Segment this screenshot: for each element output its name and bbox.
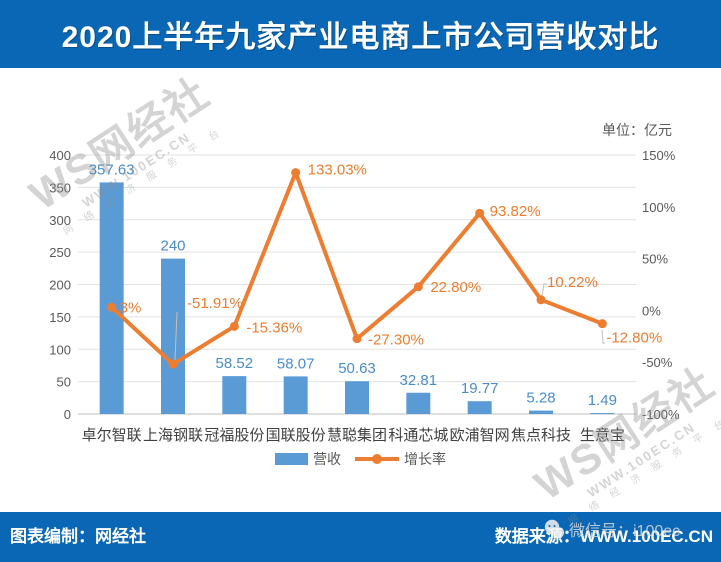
growth-point bbox=[413, 282, 423, 292]
left-axis-tick-label: 0 bbox=[64, 407, 71, 422]
x-axis-label: 上海钢联 bbox=[143, 427, 203, 444]
revenue-bar bbox=[283, 376, 308, 414]
right-axis-tick-label: 100% bbox=[642, 200, 676, 215]
revenue-bar bbox=[529, 410, 553, 414]
revenue-bar bbox=[467, 401, 492, 414]
bar-value-label: 240 bbox=[160, 238, 185, 255]
x-axis-label: 卓尔智联 bbox=[82, 426, 142, 444]
bar-value-label: 58.52 bbox=[216, 355, 254, 372]
footer-credit: 图表编制：网经社 bbox=[10, 527, 146, 546]
left-axis-tick-label: 50 bbox=[57, 375, 71, 390]
title-banner: 2020上半年九家产业电商上市公司营收对比 bbox=[0, 0, 721, 68]
growth-point bbox=[229, 321, 239, 331]
left-axis-tick-label: 100 bbox=[49, 342, 71, 357]
revenue-bar bbox=[590, 413, 615, 415]
growth-marker-icon bbox=[372, 454, 382, 464]
bar-value-label: 1.49 bbox=[588, 392, 617, 409]
bar-value-label: 357.63 bbox=[89, 161, 135, 178]
combo-chart: 0 50 100 150 200 250 300 350 400 150% 100% 50% 0% -50… bbox=[49, 148, 680, 444]
left-axis-tick-label: 350 bbox=[49, 180, 71, 195]
legend-item-growth: 增长率 bbox=[355, 449, 446, 469]
footer-banner: 图表编制：网经社 数据来源：WWW.100EC.CN bbox=[0, 512, 721, 562]
bar-value-label: 58.07 bbox=[277, 355, 315, 372]
revenue-bar bbox=[406, 392, 431, 414]
growth-point bbox=[352, 334, 362, 344]
growth-point bbox=[536, 295, 546, 305]
growth-point bbox=[597, 319, 607, 329]
x-axis-label: 国联股份 bbox=[266, 427, 326, 444]
left-axis-tick-label: 150 bbox=[49, 310, 71, 325]
page-title: 2020上半年九家产业电商上市公司营收对比 bbox=[61, 21, 660, 54]
right-axis-tick-label: -100% bbox=[642, 407, 680, 422]
unit-label: 单位：亿元 bbox=[602, 122, 672, 138]
x-axis-label: 欧浦智网 bbox=[450, 426, 510, 444]
left-axis-tick-label: 400 bbox=[49, 148, 71, 163]
x-axis-label: 生意宝 bbox=[580, 426, 625, 444]
left-axis-tick-label: 250 bbox=[49, 245, 71, 260]
growth-value-label: -12.80% bbox=[606, 330, 662, 347]
x-axis-label: 慧聪集团 bbox=[327, 427, 387, 444]
revenue-bar bbox=[161, 258, 185, 414]
revenue-bar bbox=[345, 381, 369, 414]
left-axis-tick-label: 300 bbox=[49, 213, 71, 228]
growth-value-label: 22.80% bbox=[430, 279, 481, 296]
growth-point bbox=[107, 302, 117, 312]
chart-legend: 营收 增长率 bbox=[0, 449, 721, 469]
revenue-swatch-icon bbox=[275, 453, 308, 465]
legend-label-revenue: 营收 bbox=[313, 451, 341, 467]
growth-value-label: 10.22% bbox=[547, 274, 598, 291]
growth-value-label: -27.30% bbox=[368, 332, 424, 349]
growth-value-label: 133.03% bbox=[308, 162, 367, 179]
bar-value-label: 50.63 bbox=[338, 360, 376, 377]
growth-value-label: 93.82% bbox=[490, 203, 541, 220]
x-axis-label: 冠福股份 bbox=[204, 427, 264, 444]
right-axis-tick-label: 50% bbox=[642, 252, 668, 267]
growth-value-label: 3% bbox=[120, 299, 142, 316]
growth-point bbox=[291, 168, 301, 178]
right-axis-tick-label: 150% bbox=[642, 148, 676, 163]
growth-point bbox=[168, 359, 178, 369]
footer-source: 数据来源：WWW.100EC.CN bbox=[494, 527, 713, 546]
growth-value-label: -51.91% bbox=[187, 295, 243, 312]
legend-item-revenue: 营收 bbox=[275, 449, 341, 469]
growth-value-label: -15.36% bbox=[246, 319, 302, 336]
label-leader-line bbox=[541, 283, 547, 297]
bar-value-label: 19.77 bbox=[461, 380, 499, 397]
revenue-bar bbox=[222, 376, 247, 414]
right-axis-tick-label: -50% bbox=[642, 355, 673, 370]
bar-value-label: 5.28 bbox=[526, 390, 555, 407]
right-axis-tick-label: 0% bbox=[642, 303, 661, 318]
x-axis-label: 焦点科技 bbox=[511, 427, 571, 444]
growth-line-icon bbox=[355, 454, 399, 464]
label-leader-line bbox=[601, 329, 605, 344]
bar-value-label: 32.81 bbox=[400, 372, 438, 389]
left-axis-tick-label: 200 bbox=[49, 278, 71, 293]
x-axis-label: 科通芯城 bbox=[388, 427, 448, 444]
label-leader-line bbox=[174, 311, 178, 361]
revenue-bar bbox=[99, 182, 124, 414]
legend-label-growth: 增长率 bbox=[404, 451, 446, 467]
growth-point bbox=[475, 208, 485, 218]
